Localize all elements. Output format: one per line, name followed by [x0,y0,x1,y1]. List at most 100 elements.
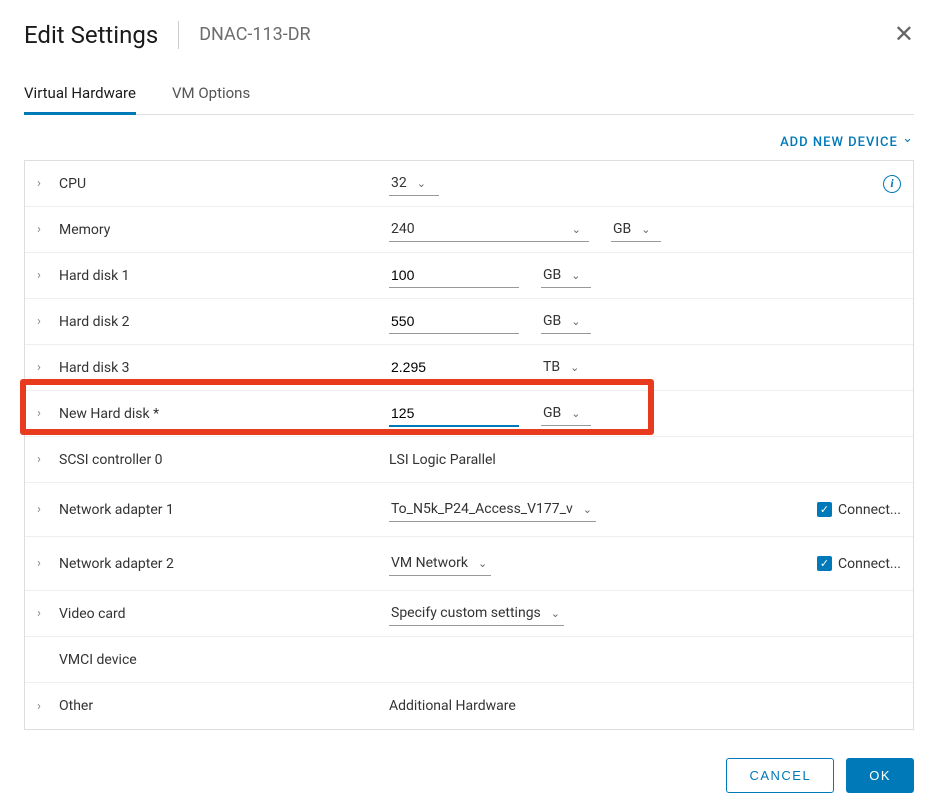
row-label-scsi[interactable]: › SCSI controller 0 [37,452,389,468]
row-other: › Other Additional Hardware [25,683,913,729]
row-vmci: VMCI device [25,637,913,683]
cancel-button[interactable]: CANCEL [726,758,834,793]
checkbox-checked-icon: ✓ [817,556,832,571]
row-value-net1: To_N5k_P24_Access_V177_v ⌄ ✓ Connect... [389,497,901,522]
add-new-device-button[interactable]: ADD NEW DEVICE [780,131,914,150]
video-select[interactable]: Specify custom settings ⌄ [389,601,564,626]
row-memory: › Memory 240 ⌄ GB ⌄ [25,207,913,253]
row-value-newhd: GB ⌄ [389,401,901,427]
hd1-unit: GB [543,267,561,283]
net2-label: Network adapter 2 [59,556,174,572]
title-divider [178,21,179,49]
net1-select[interactable]: To_N5k_P24_Access_V177_v ⌄ [389,497,596,522]
chevron-right-icon: › [37,222,49,237]
chevron-right-icon: › [37,268,49,283]
row-label-video[interactable]: › Video card [37,606,389,622]
chevron-down-icon: ⌄ [570,361,579,374]
row-hd2: › Hard disk 2 GB ⌄ [25,299,913,345]
chevron-right-icon: › [37,699,49,714]
other-label: Other [59,698,93,714]
scsi-value: LSI Logic Parallel [389,452,496,468]
net2-connect-wrap[interactable]: ✓ Connect... [817,556,901,572]
chevron-down-icon: ⌄ [571,269,580,282]
info-icon[interactable]: i [883,175,901,193]
settings-table: › CPU 32 ⌄ i › Memory 240 ⌄ GB ⌄ [24,160,914,730]
chevron-right-icon: › [37,606,49,621]
cpu-value: 32 [391,175,407,191]
scsi-label: SCSI controller 0 [59,452,163,468]
hd2-unit: GB [543,313,561,329]
ok-button[interactable]: OK [846,758,914,793]
video-value: Specify custom settings [391,605,541,621]
net1-connect-label: Connect... [838,502,901,518]
newhd-input[interactable] [389,401,519,427]
cpu-label: CPU [59,176,86,192]
row-new-hard-disk: › New Hard disk * GB ⌄ [25,391,913,437]
row-value-scsi: LSI Logic Parallel [389,452,901,468]
hd3-input[interactable] [389,355,519,380]
add-device-row: ADD NEW DEVICE [24,125,914,160]
net2-value: VM Network [391,555,468,571]
video-label: Video card [59,606,126,622]
row-label-hd2[interactable]: › Hard disk 2 [37,314,389,330]
hd2-unit-select[interactable]: GB ⌄ [541,309,591,334]
tab-vm-options[interactable]: VM Options [172,74,250,115]
row-value-cpu: 32 ⌄ i [389,171,901,196]
chevron-right-icon: › [37,556,49,571]
row-video: › Video card Specify custom settings ⌄ [25,591,913,637]
newhd-label: New Hard disk * [59,406,159,422]
row-value-hd1: GB ⌄ [389,263,901,288]
row-label-hd1[interactable]: › Hard disk 1 [37,268,389,284]
row-label-hd3[interactable]: › Hard disk 3 [37,360,389,376]
dialog-title: Edit Settings [24,21,158,49]
chevron-down-icon: ⌄ [641,223,650,236]
memory-label: Memory [59,222,110,238]
net2-connect-label: Connect... [838,556,901,572]
tabs: Virtual Hardware VM Options [24,73,914,115]
row-value-video: Specify custom settings ⌄ [389,601,901,626]
vm-name: DNAC-113-DR [199,24,310,45]
memory-unit: GB [613,221,631,237]
chevron-right-icon: › [37,502,49,517]
newhd-unit-select[interactable]: GB ⌄ [541,401,591,426]
dialog-footer: CANCEL OK [24,758,914,793]
row-label-memory[interactable]: › Memory [37,222,389,238]
row-label-cpu[interactable]: › CPU [37,176,389,192]
row-hd1: › Hard disk 1 GB ⌄ [25,253,913,299]
row-cpu: › CPU 32 ⌄ i [25,161,913,207]
hd1-input[interactable] [389,263,519,288]
chevron-down-icon: ⌄ [571,315,580,328]
tab-virtual-hardware[interactable]: Virtual Hardware [24,74,136,115]
hd2-input[interactable] [389,309,519,334]
row-value-other: Additional Hardware [389,698,901,714]
chevron-down-icon: ⌄ [583,503,592,516]
chevron-right-icon: › [37,176,49,191]
chevron-down-icon: ⌄ [478,557,487,570]
row-label-other[interactable]: › Other [37,698,389,714]
row-label-net1[interactable]: › Network adapter 1 [37,502,389,518]
vmci-label: VMCI device [59,652,137,668]
row-hd3: › Hard disk 3 TB ⌄ [25,345,913,391]
checkbox-checked-icon: ✓ [817,502,832,517]
chevron-right-icon: › [37,452,49,467]
row-net2: › Network adapter 2 VM Network ⌄ ✓ Conne… [25,537,913,591]
chevron-right-icon: › [37,406,49,421]
row-value-memory: 240 ⌄ GB ⌄ [389,217,901,242]
row-label-newhd[interactable]: › New Hard disk * [37,406,389,422]
memory-value-select[interactable]: 240 ⌄ [389,217,589,242]
row-label-net2[interactable]: › Network adapter 2 [37,556,389,572]
cpu-select[interactable]: 32 ⌄ [389,171,439,196]
hd3-unit-select[interactable]: TB ⌄ [541,355,591,380]
chevron-right-icon: › [37,360,49,375]
chevron-down-icon: ⌄ [551,607,560,620]
newhd-unit: GB [543,405,561,421]
close-icon: ✕ [894,21,914,48]
close-button[interactable]: ✕ [894,20,914,49]
hd2-label: Hard disk 2 [59,314,130,330]
net2-select[interactable]: VM Network ⌄ [389,551,491,576]
row-value-net2: VM Network ⌄ ✓ Connect... [389,551,901,576]
net1-connect-wrap[interactable]: ✓ Connect... [817,502,901,518]
hd1-unit-select[interactable]: GB ⌄ [541,263,591,288]
chevron-right-icon: › [37,314,49,329]
memory-unit-select[interactable]: GB ⌄ [611,217,661,242]
